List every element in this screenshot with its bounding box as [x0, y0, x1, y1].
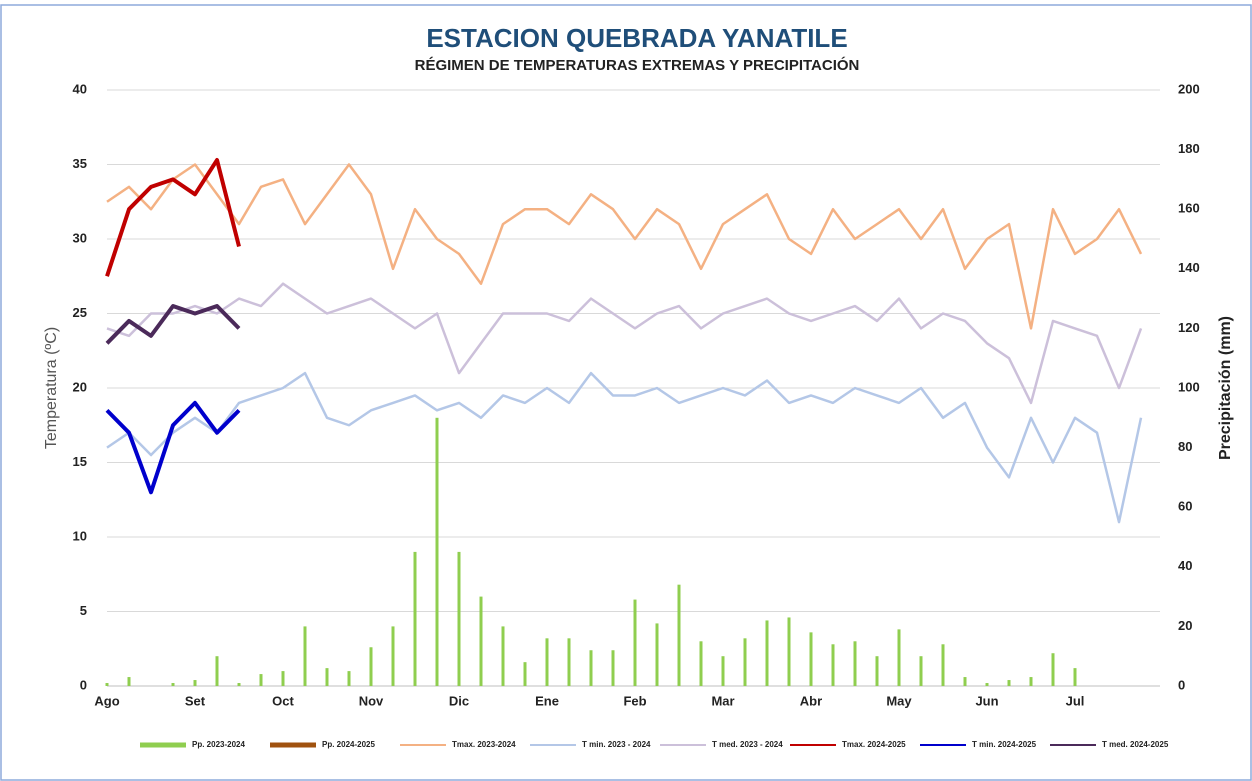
x-tick-label: Ago [94, 693, 119, 708]
precip-bar [325, 668, 329, 686]
precip-bar [545, 638, 549, 686]
temperature-line [105, 304, 241, 345]
precip-bar [919, 656, 923, 686]
precip-bar [259, 674, 263, 686]
temperature-line [106, 282, 1143, 405]
temperature-line [105, 400, 241, 495]
chart-subtitle: RÉGIMEN DE TEMPERATURAS EXTREMAS Y PRECI… [415, 56, 860, 74]
precip-bar [765, 620, 769, 686]
precip-bar [457, 551, 461, 686]
precip-bar [303, 626, 307, 686]
y2-tick-label: 60 [1178, 499, 1192, 514]
y-axis-label: Temperatura (ºC) [43, 327, 60, 449]
temperature-line [105, 158, 241, 277]
precip-bar [105, 683, 109, 686]
y-tick-label: 10 [73, 528, 87, 543]
y2-tick-label: 160 [1178, 201, 1200, 216]
x-tick-label: Set [185, 693, 206, 708]
y2-tick-label: 140 [1178, 260, 1200, 275]
precip-bar [215, 656, 219, 686]
precip-bar [1051, 653, 1055, 686]
precip-bar [611, 650, 615, 686]
y2-axis-label: Precipitación (mm) [1217, 316, 1234, 460]
x-tick-label: May [886, 693, 912, 708]
precip-bar [853, 641, 857, 686]
x-tick-label: Mar [711, 693, 734, 708]
x-tick-label: Ene [535, 693, 559, 708]
y-tick-label: 0 [80, 677, 87, 692]
precip-bar [1073, 668, 1077, 686]
precip-bar [963, 677, 967, 686]
precip-bar [633, 599, 637, 686]
precip-bar [1007, 680, 1011, 686]
y2-tick-label: 120 [1178, 320, 1200, 335]
chart-title: ESTACION QUEBRADA YANATILE [426, 23, 847, 53]
precip-bar [677, 584, 681, 686]
legend-label: T med. 2024-2025 [1102, 740, 1169, 749]
precip-bar [193, 680, 197, 686]
precip-bar [171, 683, 175, 686]
legend-label: Pp. 2024-2025 [322, 740, 375, 749]
precip-bar [787, 617, 791, 686]
precip-bar [237, 683, 241, 686]
precip-bar [743, 638, 747, 686]
y-tick-label: 40 [73, 81, 87, 96]
precip-bar [435, 417, 439, 686]
legend-label: T min. 2023 - 2024 [582, 740, 651, 749]
legend-label: Tmax. 2024-2025 [842, 740, 906, 749]
x-tick-label: Jun [975, 693, 998, 708]
precip-bar [501, 626, 505, 686]
temperature-line [106, 371, 1143, 524]
precip-bar [699, 641, 703, 686]
precip-bar [831, 644, 835, 686]
precip-bar [479, 596, 483, 686]
precip-bar [655, 623, 659, 686]
y-tick-label: 25 [73, 305, 87, 320]
x-tick-label: Dic [449, 693, 469, 708]
legend-label: Tmax. 2023-2024 [452, 740, 516, 749]
precip-bar [413, 551, 417, 686]
y-tick-label: 35 [73, 156, 87, 171]
precip-bar [369, 647, 373, 686]
x-tick-label: Abr [800, 693, 822, 708]
precip-bar [523, 662, 527, 686]
precip-bar [589, 650, 593, 686]
y2-tick-label: 0 [1178, 677, 1185, 692]
y-tick-label: 5 [80, 603, 87, 618]
y2-tick-label: 80 [1178, 439, 1192, 454]
temperature-line [106, 163, 1143, 330]
y2-tick-label: 20 [1178, 618, 1192, 633]
y-tick-label: 15 [73, 454, 87, 469]
legend-label: Pp. 2023-2024 [192, 740, 245, 749]
precip-bar [721, 656, 725, 686]
precip-bar [281, 671, 285, 686]
y-tick-label: 20 [73, 379, 87, 394]
x-tick-label: Feb [623, 693, 646, 708]
y2-tick-label: 40 [1178, 558, 1192, 573]
legend-label: T med. 2023 - 2024 [712, 740, 783, 749]
precip-bar [897, 629, 901, 686]
x-tick-label: Nov [359, 693, 384, 708]
precip-bar [1029, 677, 1033, 686]
precip-bar [567, 638, 571, 686]
precip-bar [391, 626, 395, 686]
x-tick-label: Oct [272, 693, 294, 708]
y2-tick-label: 200 [1178, 81, 1200, 96]
y-tick-label: 30 [73, 230, 87, 245]
precip-bar [985, 683, 989, 686]
x-tick-label: Jul [1066, 693, 1085, 708]
precip-bar [875, 656, 879, 686]
legend-label: T min. 2024-2025 [972, 740, 1037, 749]
precip-bar [347, 671, 351, 686]
y2-tick-label: 100 [1178, 379, 1200, 394]
precip-bar [941, 644, 945, 686]
precip-bar [127, 677, 131, 686]
precip-bar [809, 632, 813, 686]
chart-frame [0, 4, 1252, 781]
y2-tick-label: 180 [1178, 141, 1200, 156]
